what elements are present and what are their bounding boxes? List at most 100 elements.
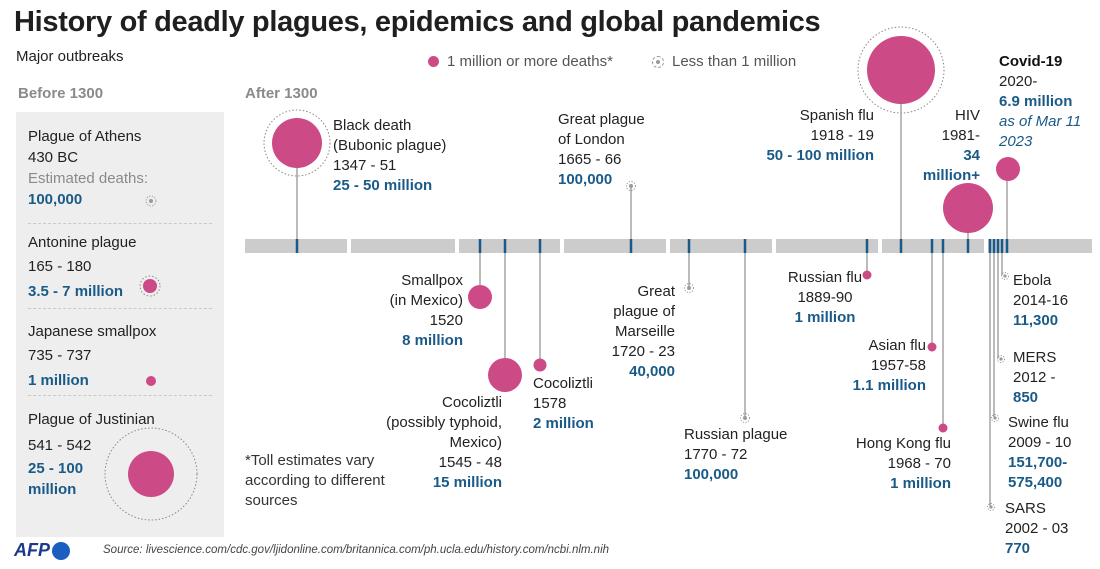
legend-small: Less than 1 million <box>652 53 796 70</box>
event-deaths: 25 - 50 million <box>333 177 433 194</box>
event-deaths: 15 million <box>432 474 502 491</box>
event-name-2: (Bubonic plague) <box>333 137 447 154</box>
event-antonine-plague: Antonine plague 165 - 180 3.5 - 7 millio… <box>28 232 212 302</box>
event-name: Plague of Athens <box>28 128 142 145</box>
timeline-segment <box>459 239 560 253</box>
bubble-mers <box>997 355 1005 363</box>
event-name: HIV <box>954 107 980 124</box>
event-years: 2014-16 <box>1013 292 1069 309</box>
bubble-spanish-flu-halo <box>857 26 945 114</box>
event-deaths: 850 <box>1013 389 1039 406</box>
timeline-ticks <box>295 239 1009 253</box>
label-hong-kong-flu: Hong Kong flu 1968 - 70 1 million <box>840 434 951 494</box>
event-name: Cocoliztli <box>533 375 594 392</box>
divider <box>28 395 212 396</box>
page-title: History of deadly plagues, epidemics and… <box>14 6 821 38</box>
timeline-segment <box>564 239 666 253</box>
label-asian-flu: Asian flu 1957-58 1.1 million <box>830 336 926 396</box>
bubble-smallpox <box>468 285 492 309</box>
footnote-line: sources <box>245 492 298 509</box>
event-name: Black death <box>333 117 412 134</box>
small-bubbles <box>145 181 1009 511</box>
bubble-hiv <box>943 183 993 233</box>
event-deaths: 1.1 million <box>852 377 926 394</box>
event-plague-of-justinian: Plague of Justinian 541 - 542 25 - 100 m… <box>28 409 212 500</box>
event-name: Great plague <box>558 111 645 128</box>
event-note-2: 2023 <box>999 133 1033 150</box>
label-ebola: Ebola 2014-16 11,300 <box>1013 271 1068 331</box>
event-name: Spanish flu <box>799 107 874 124</box>
event-deaths: 2 million <box>533 415 594 432</box>
event-name-2: (in Mexico) <box>389 292 463 309</box>
legend-small-dot <box>652 55 664 68</box>
bubble-antonine-halo <box>139 275 161 297</box>
event-years: 1981- <box>941 127 980 144</box>
after-1300-header: After 1300 <box>245 85 318 102</box>
bubble-justinian <box>128 451 174 497</box>
bubble-hk-flu <box>938 423 948 433</box>
event-name: Russian flu <box>787 269 863 286</box>
label-black-death: Black death (Bubonic plague) 1347 - 51 2… <box>333 116 446 196</box>
event-name: Swine flu <box>1008 414 1069 431</box>
event-name: Plague of Justinian <box>28 411 155 428</box>
event-deaths: 25 - 100 <box>28 460 84 477</box>
legend-big: 1 million or more deaths* <box>428 53 613 70</box>
event-deaths: 40,000 <box>629 363 675 380</box>
event-name: Hong Kong flu <box>855 435 951 452</box>
event-name-2: of London <box>558 131 625 148</box>
bubble-russian-plague <box>740 413 750 423</box>
event-years: 2012 - <box>1013 369 1056 386</box>
legend-small-label: Less than 1 million <box>672 53 797 70</box>
event-deaths-line2: million <box>28 481 77 498</box>
logo-text: AFP <box>14 540 50 560</box>
event-deaths: 34 <box>963 147 980 164</box>
event-deaths: 100,000 <box>558 171 613 188</box>
event-name: Asian flu <box>868 337 926 354</box>
label-covid: Covid-19 2020- 6.9 million as of Mar 11 … <box>999 52 1081 152</box>
bubble-black-death <box>272 118 322 168</box>
event-name: Cocoliztli <box>441 394 502 411</box>
logo-circle-icon <box>52 541 70 560</box>
bubble-black-death-halo <box>263 109 331 177</box>
bubble-spanish-flu <box>867 36 935 104</box>
event-plague-of-athens: Plague of Athens 430 BC Estimated deaths… <box>28 126 212 210</box>
event-years: 1918 - 19 <box>810 127 874 144</box>
event-years: 1889-90 <box>797 289 853 306</box>
legend-big-label: 1 million or more deaths* <box>447 53 613 70</box>
event-years: 735 - 737 <box>28 347 92 364</box>
bubble-ebola <box>1001 272 1009 280</box>
event-deaths: 3.5 - 7 million <box>28 283 124 300</box>
bubble-cocoliztli-1545 <box>488 358 522 392</box>
bubble-asian-flu <box>927 342 937 352</box>
bubble-cocoliztli-1578 <box>533 358 547 372</box>
bubble-justinian-halo <box>104 427 198 521</box>
footnote-line: according to different <box>245 472 385 489</box>
before-1300-header: Before 1300 <box>18 85 104 102</box>
event-years: 1665 - 66 <box>558 151 622 168</box>
footnote-line: *Toll estimates vary <box>245 452 375 469</box>
event-deaths: 770 <box>1005 540 1031 557</box>
event-years: 2002 - 03 <box>1005 520 1069 537</box>
event-years: 1770 - 72 <box>684 446 748 463</box>
label-great-plague-marseille: Great plague of Marseille 1720 - 23 40,0… <box>580 282 675 382</box>
event-name: MERS <box>1013 349 1057 366</box>
label-cocoliztli-1578: Cocoliztli 1578 2 million <box>533 374 594 434</box>
event-deaths: 151,700- <box>1008 454 1068 471</box>
event-deaths: 1 million <box>890 475 951 492</box>
big-bubbles <box>104 26 1020 521</box>
divider <box>28 223 212 224</box>
event-japanese-smallpox: Japanese smallpox 735 - 737 1 million <box>28 321 212 391</box>
event-name: Japanese smallpox <box>28 323 157 340</box>
event-years: 1347 - 51 <box>333 157 397 174</box>
event-deaths: 50 - 100 million <box>766 147 874 164</box>
label-sars: SARS 2002 - 03 770 <box>1005 499 1068 559</box>
event-name: Ebola <box>1013 272 1052 289</box>
event-name: Antonine plague <box>28 234 137 251</box>
event-years: 1720 - 23 <box>611 343 675 360</box>
bubble-london <box>626 181 636 191</box>
page-subtitle: Major outbreaks <box>16 48 124 65</box>
bubble-russian-flu <box>862 270 872 280</box>
event-deaths: 11,300 <box>1013 312 1059 329</box>
event-deaths: 1 million <box>28 372 89 389</box>
event-years: 541 - 542 <box>28 437 92 454</box>
